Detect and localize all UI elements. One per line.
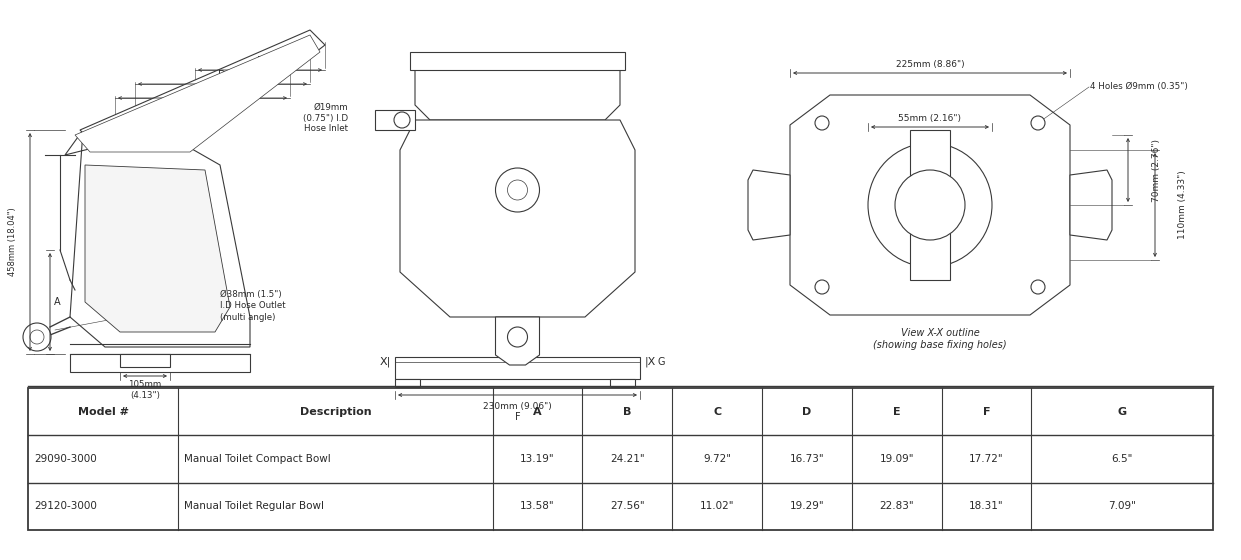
Text: C: C — [199, 84, 205, 94]
Text: |X: |X — [644, 357, 655, 367]
Text: 13.58": 13.58" — [520, 501, 555, 511]
Text: 55mm (2.16"): 55mm (2.16") — [898, 114, 962, 123]
Polygon shape — [791, 95, 1070, 315]
Bar — [910, 130, 951, 280]
Text: 29120-3000: 29120-3000 — [34, 501, 97, 511]
Text: X|: X| — [380, 357, 391, 367]
Text: F: F — [983, 407, 990, 417]
Text: A: A — [53, 297, 61, 307]
Polygon shape — [120, 354, 170, 367]
Polygon shape — [1070, 170, 1112, 240]
Polygon shape — [375, 110, 414, 130]
Text: 29090-3000: 29090-3000 — [34, 454, 97, 464]
Circle shape — [815, 280, 829, 294]
Bar — [395, 357, 640, 379]
Text: (multi angle): (multi angle) — [220, 314, 276, 323]
Text: 9.72": 9.72" — [704, 454, 731, 464]
Circle shape — [508, 180, 527, 200]
Text: Ø19mm
(0.75") I.D
Hose Inlet: Ø19mm (0.75") I.D Hose Inlet — [303, 103, 347, 133]
Text: 105mm
(4.13"): 105mm (4.13") — [128, 380, 161, 400]
Text: 7.09": 7.09" — [1108, 501, 1137, 511]
Circle shape — [815, 116, 829, 130]
Bar — [410, 52, 625, 70]
Text: 230mm (9.06"): 230mm (9.06") — [483, 403, 552, 412]
Circle shape — [495, 168, 540, 212]
Text: 458mm (18.04"): 458mm (18.04") — [9, 208, 17, 277]
Text: A: A — [534, 407, 542, 417]
Polygon shape — [414, 70, 620, 120]
Text: 19.29": 19.29" — [789, 501, 824, 511]
Text: B: B — [623, 407, 632, 417]
Text: 18.31": 18.31" — [969, 501, 1004, 511]
Circle shape — [24, 323, 51, 351]
Text: 17.72": 17.72" — [969, 454, 1004, 464]
Text: E: E — [894, 407, 901, 417]
Text: 6.5": 6.5" — [1112, 454, 1133, 464]
Polygon shape — [74, 35, 320, 152]
Text: I.D Hose Outlet: I.D Hose Outlet — [220, 301, 285, 310]
Text: Manual Toilet Regular Bowl: Manual Toilet Regular Bowl — [185, 501, 324, 511]
Polygon shape — [84, 165, 230, 332]
Text: 27.56": 27.56" — [609, 501, 644, 511]
Circle shape — [508, 327, 527, 347]
Text: 16.73": 16.73" — [789, 454, 824, 464]
Text: D: D — [802, 407, 812, 417]
Circle shape — [895, 170, 965, 240]
Text: 70mm (2.76"): 70mm (2.76") — [1152, 138, 1160, 202]
Text: Ø38mm (1.5"): Ø38mm (1.5") — [220, 290, 282, 298]
Polygon shape — [748, 170, 791, 240]
Text: F: F — [515, 412, 520, 422]
Text: Model #: Model # — [78, 407, 129, 417]
Polygon shape — [495, 317, 540, 365]
Circle shape — [1031, 116, 1045, 130]
Text: 24.21": 24.21" — [609, 454, 644, 464]
Text: E: E — [257, 56, 263, 66]
Text: G: G — [1118, 407, 1127, 417]
Text: 11.02": 11.02" — [700, 501, 735, 511]
Text: 19.09": 19.09" — [880, 454, 913, 464]
Polygon shape — [65, 130, 249, 347]
Text: 225mm (8.86"): 225mm (8.86") — [896, 59, 964, 68]
Bar — [611, 379, 635, 387]
Polygon shape — [79, 30, 325, 145]
Bar — [395, 379, 419, 387]
Text: View X-X outline: View X-X outline — [901, 328, 979, 338]
Text: 13.19": 13.19" — [520, 454, 555, 464]
Text: 110mm (4.33"): 110mm (4.33") — [1179, 171, 1188, 239]
Circle shape — [30, 330, 43, 344]
Bar — [69, 354, 249, 372]
Text: Description: Description — [299, 407, 371, 417]
Circle shape — [867, 143, 992, 267]
Text: 22.83": 22.83" — [880, 501, 915, 511]
Text: G: G — [656, 357, 664, 367]
Text: D: D — [218, 70, 226, 80]
Circle shape — [1031, 280, 1045, 294]
Polygon shape — [400, 120, 635, 317]
Bar — [29, 388, 1212, 530]
Text: 4 Holes Ø9mm (0.35"): 4 Holes Ø9mm (0.35") — [1090, 82, 1188, 91]
Circle shape — [393, 112, 410, 128]
Text: C: C — [714, 407, 721, 417]
Text: Manual Toilet Compact Bowl: Manual Toilet Compact Bowl — [185, 454, 331, 464]
Text: (showing base fixing holes): (showing base fixing holes) — [874, 340, 1006, 350]
